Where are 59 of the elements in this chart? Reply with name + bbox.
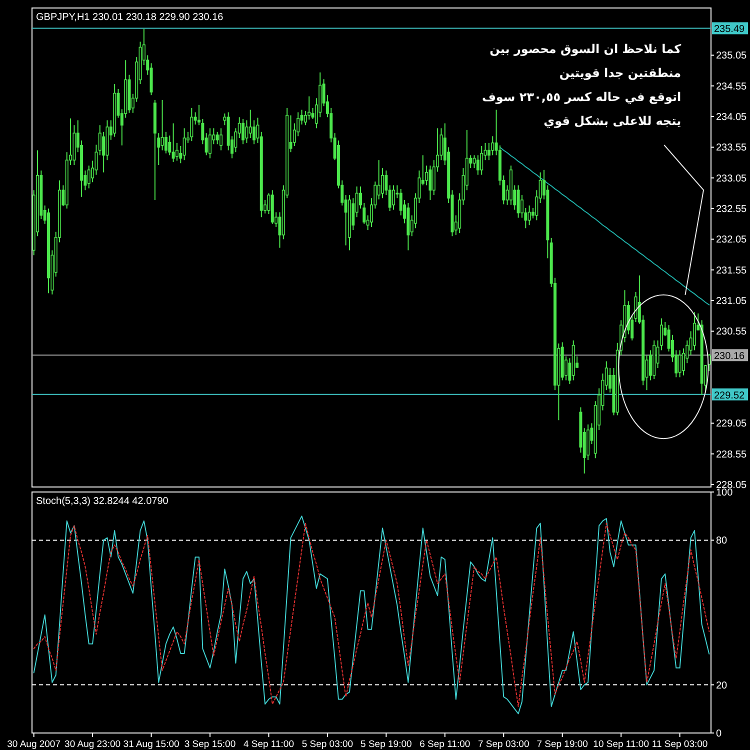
candlestick (168, 135, 172, 156)
ref-line-label: 229.52 (714, 390, 746, 402)
candlestick (242, 118, 245, 145)
candlestick (678, 350, 682, 378)
candlestick (491, 136, 494, 156)
x-tick-label: 5 Sep 03:00 (302, 739, 354, 750)
x-tick-label: 4 Sep 11:00 (243, 739, 294, 750)
candlestick (692, 312, 696, 351)
candlestick (311, 107, 314, 120)
y-tick-label: 80 (716, 536, 728, 547)
y-tick-label: 233.55 (716, 142, 748, 154)
chart-title: GBPJPY,H1 230.01 230.18 229.90 230.16 (36, 12, 224, 23)
candlestick (428, 165, 432, 200)
y-tick-label: 233.05 (716, 173, 748, 184)
x-tick-label: 30 Aug 23:00 (64, 739, 121, 750)
candlestick (150, 62, 153, 96)
y-tick-label: 232.05 (716, 234, 748, 246)
y-tick-label: 231.55 (716, 265, 748, 276)
annotation: اتوقع في حاله كسر ٢٣٠,٥٥ سوف (482, 90, 682, 104)
y-tick-label: 230.55 (716, 326, 748, 338)
candlestick (516, 184, 520, 218)
candlestick (172, 122, 175, 162)
candlestick (245, 120, 248, 144)
candlestick (160, 99, 164, 151)
candlestick (392, 184, 396, 210)
chart-title: Stoch(5,3,3) 32.8244 42.0790 (36, 496, 169, 507)
y-tick-label: 231.05 (716, 296, 748, 308)
y-tick-label: 234.55 (716, 81, 748, 92)
ref-line-label: 235.49 (714, 24, 746, 36)
y-tick-label: 232.55 (716, 204, 748, 216)
y-tick-label: 20 (716, 680, 728, 692)
x-tick-label: 5 Sep 19:00 (360, 739, 412, 750)
candlestick (248, 109, 252, 139)
line-series (499, 146, 710, 306)
x-tick-label: 31 Aug 15:00 (123, 739, 180, 750)
x-tick-label: 10 Sep 11:00 (593, 739, 649, 750)
x-tick-label: 11 Sep 03:00 (652, 739, 708, 750)
candlestick (476, 154, 480, 176)
x-tick-label: 3 Sep 15:00 (184, 739, 236, 750)
x-tick-label: 7 Sep 03:00 (478, 739, 530, 750)
x-tick-label: 7 Sep 19:00 (536, 739, 588, 750)
annotation: منطقتين جدا قويتين (559, 66, 682, 80)
annotation: يتجه للاعلى بشكل قوي (544, 114, 682, 128)
x-tick-label: 6 Sep 11:00 (420, 739, 470, 750)
x-tick-label: 30 Aug 2007 (7, 739, 61, 750)
candlestick (480, 145, 484, 176)
y-tick-label: 235.05 (716, 50, 748, 62)
y-tick-label: 229.05 (716, 418, 748, 430)
candlestick (528, 204, 531, 226)
candlestick (220, 128, 223, 151)
annotation: كما نلاحظ ان السوق محصور بين (490, 42, 682, 56)
candlestick (208, 128, 212, 159)
candlestick (182, 128, 186, 161)
y-tick-label: 234.05 (716, 112, 748, 124)
candlestick (190, 107, 194, 142)
y-tick-label: 228.55 (716, 449, 748, 460)
y-tick-label: 0 (716, 728, 722, 740)
candlestick (216, 131, 219, 145)
ref-line-label: 230.16 (714, 351, 746, 362)
